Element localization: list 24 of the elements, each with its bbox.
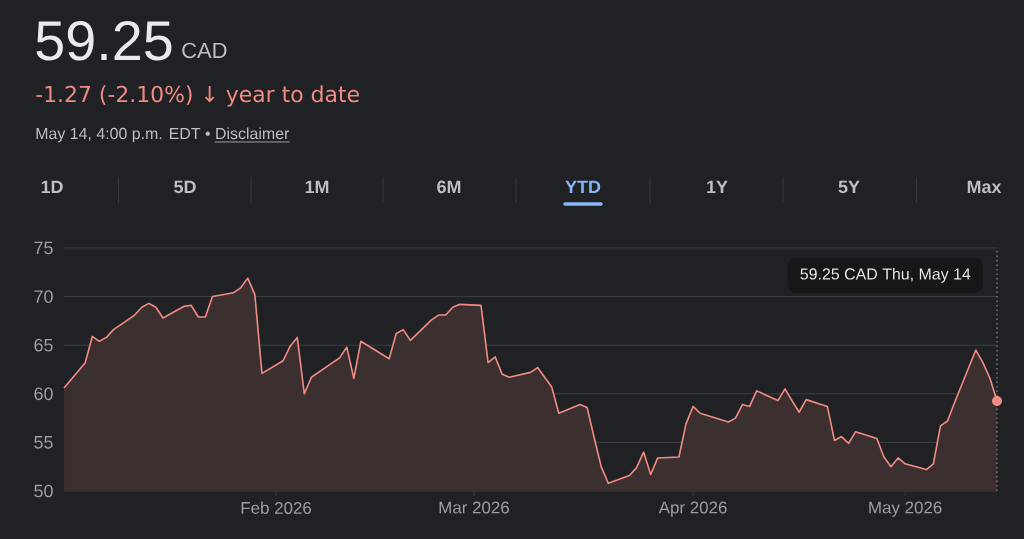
text: 6M [437,180,461,194]
text: May 14, 4:00 p.m. EDT • [36,127,210,143]
annotation: 59.25 CAD Thu, May 14 [800,267,971,283]
y-tick-label: 60 [34,387,53,401]
chart-title: 59.25 [36,21,172,61]
text: CAD [182,42,227,59]
y-tick-label: 65 [34,338,53,352]
y-tick-label: 55 [34,436,53,449]
text: 1D [41,180,63,193]
text: YTD [565,180,601,193]
text: 1Y [707,180,728,193]
x-tick-label: Feb 2026 [241,501,312,514]
y-tick-label: 75 [34,241,53,255]
chart-subtitle: -1.27 (-2.10%) ↓ year to date [36,85,359,107]
x-tick-label: Mar 2026 [439,501,509,514]
x-tick-label: May 2026 [869,501,942,517]
text: 5Y [838,180,860,194]
x-tick-label: Apr 2026 [658,501,727,517]
text: 5D [174,180,196,194]
y-tick-label: 50 [34,484,53,498]
text: 1M [305,180,329,193]
text: Max [967,180,1002,194]
y-tick-label: 70 [34,290,53,303]
text: Disclaimer [216,127,290,140]
